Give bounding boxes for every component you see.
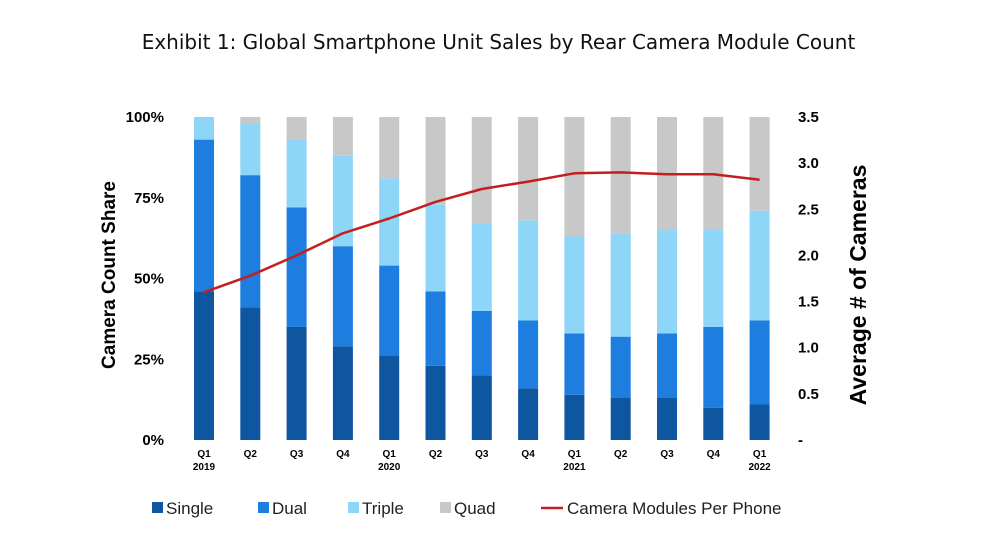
bar-dual-3: [286, 207, 307, 327]
bar-single-6: [425, 365, 446, 440]
x-tick-label: Q2: [614, 449, 628, 460]
legend-label-single: Single: [166, 499, 213, 518]
legend: Single Dual Triple Quad Camera Modules Per P…: [152, 499, 782, 518]
bar-single-10: [610, 398, 631, 440]
x-tick-label: Q2: [244, 449, 258, 460]
left-tick-label: 75%: [134, 190, 164, 207]
bar-dual-7: [471, 310, 492, 376]
bar-dual-4: [332, 246, 353, 347]
bar-triple-6: [425, 204, 446, 292]
bar-single-2: [240, 307, 261, 440]
bar-triple-4: [332, 155, 353, 247]
right-tick-label: 2.0: [798, 247, 819, 264]
bar-triple-13: [749, 210, 770, 321]
right-tick-label: 1.5: [798, 294, 819, 311]
bar-triple-11: [657, 230, 677, 334]
bar-dual-2: [240, 175, 261, 308]
x-tick-label: Q4: [707, 449, 721, 460]
legend-swatch-triple: [348, 502, 359, 513]
bar-single-11: [657, 398, 677, 440]
bar-quad-2: [240, 117, 261, 124]
bar-single-5: [379, 356, 400, 440]
bar-quad-5: [379, 117, 400, 179]
chart-title: Exhibit 1: Global Smartphone Unit Sales …: [141, 30, 856, 54]
bar-quad-7: [471, 117, 492, 224]
right-tick-label: 1.0: [798, 340, 819, 357]
bar-triple-12: [703, 230, 724, 327]
right-axis-label: Average # of Cameras: [845, 165, 871, 406]
x-tick-year-label: 2021: [563, 462, 586, 473]
right-tick-label: 2.5: [798, 201, 819, 218]
left-axis: 0% 25% 50% 75% 100%: [126, 109, 164, 449]
legend-label-triple: Triple: [362, 499, 404, 518]
bar-dual-1: [194, 139, 214, 292]
bar-quad-6: [425, 117, 446, 205]
right-tick-label: 3.0: [798, 155, 819, 172]
legend-swatch-dual: [258, 502, 269, 513]
line-layer: [203, 171, 760, 294]
bar-triple-8: [518, 220, 539, 321]
bar-single-7: [471, 375, 492, 440]
bar-single-1: [194, 291, 214, 440]
x-tick-label: Q4: [521, 449, 535, 460]
x-tick-label: Q3: [290, 449, 304, 460]
bars-layer: [194, 117, 770, 440]
legend-label-line: Camera Modules Per Phone: [567, 499, 782, 518]
bar-dual-11: [657, 333, 677, 399]
legend-label-dual: Dual: [272, 499, 307, 518]
x-tick-label: Q4: [336, 449, 350, 460]
x-tick-label: Q3: [475, 449, 489, 460]
legend-swatch-single: [152, 502, 163, 513]
x-tick-label: Q1: [753, 449, 767, 460]
bar-dual-13: [749, 320, 770, 405]
left-tick-label: 100%: [126, 109, 164, 126]
x-tick-year-label: 2019: [193, 462, 216, 473]
bar-quad-13: [749, 117, 770, 211]
line-camera-modules-per-phone: [203, 171, 760, 294]
left-tick-label: 25%: [134, 351, 164, 368]
left-tick-label: 0%: [142, 432, 164, 449]
bar-single-8: [518, 388, 539, 440]
legend-label-quad: Quad: [454, 499, 496, 518]
bar-dual-6: [425, 291, 446, 366]
x-tick-label: Q1: [383, 449, 397, 460]
bar-quad-8: [518, 117, 539, 221]
x-tick-label: Q1: [197, 449, 211, 460]
right-axis: - 0.5 1.0 1.5 2.0 2.5 3.0 3.5: [798, 109, 819, 449]
bar-dual-8: [518, 320, 539, 389]
bar-triple-1: [194, 117, 214, 140]
x-tick-label: Q1: [568, 449, 582, 460]
bar-triple-9: [564, 236, 585, 334]
left-tick-label: 50%: [134, 271, 164, 288]
bar-triple-2: [240, 123, 261, 176]
bar-dual-9: [564, 333, 585, 395]
bar-dual-12: [703, 326, 724, 408]
bar-triple-3: [286, 139, 307, 208]
right-tick-label: 0.5: [798, 386, 819, 403]
bar-single-12: [703, 407, 724, 440]
bar-quad-10: [610, 117, 631, 234]
x-tick-year-label: 2020: [378, 462, 401, 473]
right-tick-label: -: [798, 432, 803, 449]
bar-quad-9: [564, 117, 585, 237]
right-tick-label: 3.5: [798, 109, 819, 126]
bar-single-3: [286, 326, 307, 440]
left-axis-label: Camera Count Share: [99, 181, 120, 369]
bar-triple-5: [379, 178, 400, 266]
x-tick-year-label: 2022: [748, 462, 771, 473]
bar-triple-7: [471, 223, 492, 311]
bar-dual-5: [379, 265, 400, 357]
bar-triple-10: [610, 233, 631, 337]
bar-single-4: [332, 346, 353, 440]
x-tick-label: Q3: [660, 449, 674, 460]
bar-quad-4: [332, 117, 353, 156]
legend-swatch-quad: [440, 502, 451, 513]
bar-single-13: [749, 404, 770, 440]
bar-quad-3: [286, 117, 307, 140]
x-tick-label: Q2: [429, 449, 443, 460]
bar-single-9: [564, 394, 585, 440]
bar-dual-10: [610, 336, 631, 399]
x-axis: Q1 2019 Q2 Q3 Q4 Q1 2020 Q2 Q3 Q4 Q1 2021 Q2 Q3 Q4 Q1 20…: [193, 449, 771, 473]
